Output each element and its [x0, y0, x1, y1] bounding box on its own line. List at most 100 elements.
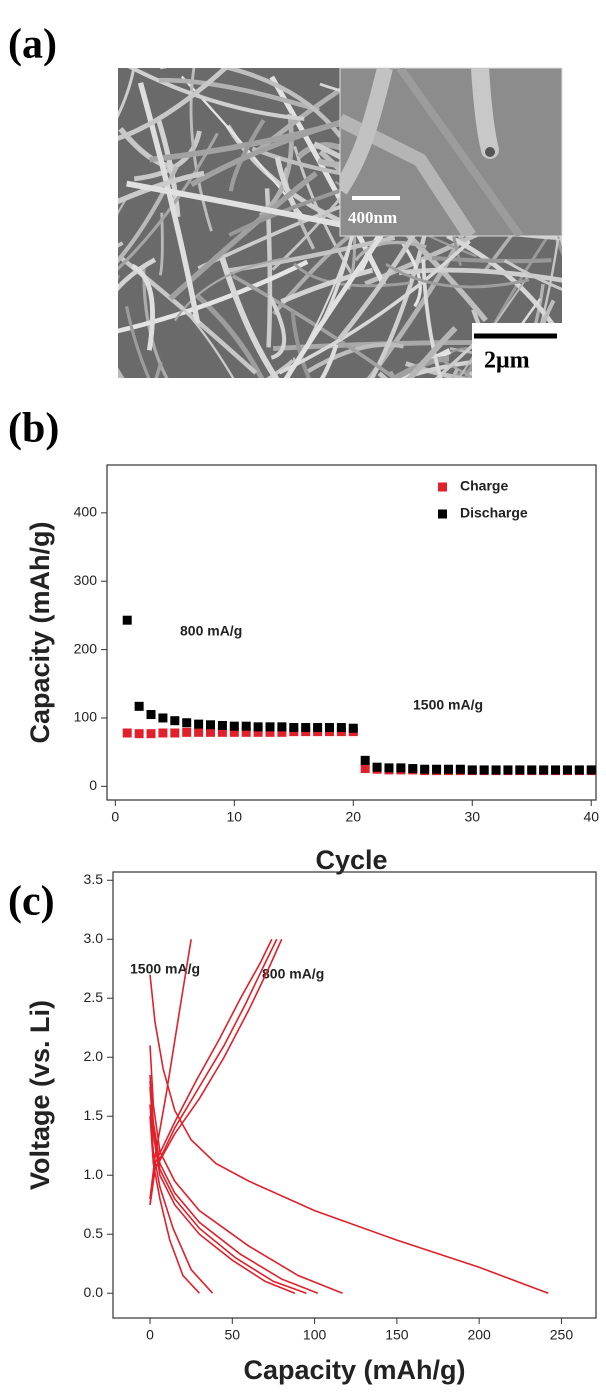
fiber — [266, 356, 296, 378]
curve — [149, 1080, 307, 1294]
curve — [149, 974, 549, 1294]
panel-label: (c) — [8, 879, 55, 925]
fiber — [278, 239, 471, 375]
annotation: 1500 mA/g — [413, 697, 483, 713]
fiber — [118, 259, 309, 334]
point — [134, 701, 144, 711]
curve — [149, 938, 273, 1199]
fiber — [160, 68, 388, 71]
fiber — [388, 370, 397, 378]
fiber — [118, 68, 229, 141]
point — [372, 762, 382, 772]
fiber — [524, 299, 556, 378]
point — [253, 722, 263, 732]
inset-scale-label: 400nm — [348, 208, 397, 227]
point — [348, 723, 358, 733]
plot-frame — [112, 871, 597, 1319]
fiber — [231, 274, 398, 378]
point — [455, 764, 465, 774]
x-tick-label: 10 — [227, 809, 243, 825]
point — [384, 763, 394, 773]
point — [182, 718, 192, 728]
point — [122, 728, 132, 738]
fiber — [133, 130, 202, 182]
fiber — [118, 68, 136, 119]
point — [206, 727, 216, 737]
plot-frame — [106, 464, 597, 801]
y-tick-label: 3.5 — [84, 871, 104, 887]
point — [194, 727, 204, 737]
curve — [149, 1045, 343, 1294]
fiber — [319, 344, 339, 378]
curve — [149, 1074, 319, 1294]
y-tick-label: 100 — [74, 709, 98, 725]
fiber — [118, 132, 219, 271]
y-tick-label: 2.5 — [84, 989, 104, 1005]
point — [182, 727, 192, 737]
x-tick-label: 100 — [303, 1327, 327, 1343]
sem-image: 400nm 2μm — [0, 67, 606, 390]
x-tick-label: 20 — [345, 809, 361, 825]
x-axis-label: Cycle — [315, 845, 387, 875]
x-axis-label: Capacity (mAh/g) — [243, 1355, 465, 1385]
x-tick-label: 150 — [385, 1327, 409, 1343]
y-tick-label: 400 — [74, 504, 98, 520]
point — [313, 723, 323, 733]
x-tick-label: 0 — [146, 1327, 154, 1343]
point — [229, 721, 239, 731]
point — [277, 722, 287, 732]
y-tick-label: 1.5 — [84, 1107, 104, 1123]
x-tick-label: 0 — [111, 809, 119, 825]
point — [491, 765, 501, 775]
point — [206, 720, 216, 730]
fiber — [118, 257, 157, 292]
y-tick-label: 300 — [74, 572, 98, 588]
curve — [149, 1086, 296, 1294]
fiber — [130, 263, 155, 351]
point — [194, 719, 204, 729]
fiber — [137, 82, 201, 324]
fiber — [503, 259, 562, 292]
point — [289, 723, 299, 733]
point — [122, 615, 132, 625]
curve — [149, 939, 192, 1199]
legend-marker — [438, 482, 447, 492]
y-tick-label: 200 — [74, 640, 98, 656]
fiber — [431, 354, 476, 378]
panel-label: (a) — [8, 22, 57, 68]
point — [503, 765, 513, 775]
fiber — [283, 230, 386, 378]
legend-label: Discharge — [460, 505, 528, 521]
fiber — [267, 294, 287, 360]
point — [360, 755, 370, 765]
point — [396, 763, 406, 773]
fiber — [0, 331, 107, 390]
fiber — [127, 68, 305, 121]
fiber — [118, 274, 120, 279]
fiber — [126, 180, 363, 232]
x-tick-label: 40 — [583, 809, 599, 825]
x-tick-label: 250 — [550, 1327, 574, 1343]
fiber — [118, 367, 125, 378]
y-axis-label: Capacity (mAh/g) — [25, 521, 55, 743]
curve — [149, 1116, 200, 1294]
fiber — [457, 276, 528, 378]
fiber — [269, 75, 387, 287]
fiber — [155, 118, 181, 218]
point — [146, 710, 156, 720]
panel-label: (b) — [8, 406, 59, 452]
fiber — [572, 212, 606, 338]
point — [158, 713, 168, 723]
fiber — [0, 109, 116, 256]
y-tick-label: 0 — [89, 777, 97, 793]
fiber — [389, 355, 450, 378]
annotation: 800 mA/g — [262, 966, 324, 982]
fiber — [219, 257, 280, 378]
point — [432, 764, 442, 774]
point — [265, 722, 275, 732]
point — [467, 765, 477, 775]
fiber — [290, 311, 311, 378]
point — [277, 727, 287, 737]
point — [586, 765, 596, 775]
